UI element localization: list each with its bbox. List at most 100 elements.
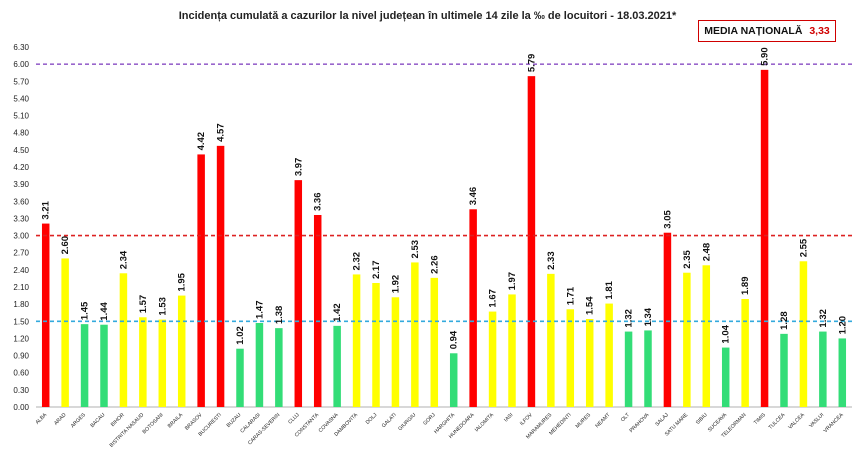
y-tick-label: 3.60 xyxy=(13,197,29,206)
y-tick-label: 0.30 xyxy=(13,386,29,395)
y-tick-label: 4.50 xyxy=(13,146,29,155)
national-average-label: MEDIA NAȚIONALĂ xyxy=(704,25,803,37)
bar xyxy=(527,76,536,408)
value-label: 1.92 xyxy=(390,275,401,294)
bar xyxy=(158,319,167,407)
y-tick-label: 5.70 xyxy=(13,77,29,86)
y-tick-label: 5.10 xyxy=(13,112,29,121)
bar xyxy=(605,303,613,407)
value-label: 5.90 xyxy=(760,47,771,66)
value-label: 3.36 xyxy=(313,193,324,212)
bar xyxy=(449,353,458,407)
category-label: BRAILA xyxy=(167,412,185,430)
value-label: 1.32 xyxy=(818,309,829,328)
category-label: SIBIU xyxy=(695,412,709,426)
category-label: TIMIS xyxy=(753,412,767,426)
y-tick-label: 4.80 xyxy=(13,129,29,138)
value-label: 0.94 xyxy=(449,330,460,349)
value-label: 4.57 xyxy=(216,123,227,142)
bar xyxy=(780,333,788,407)
y-tick-label: 6.30 xyxy=(13,43,29,52)
category-label: PRAHOVA xyxy=(629,412,651,434)
category-label: IASI xyxy=(503,412,514,423)
y-tick-label: 1.80 xyxy=(13,300,29,309)
bar xyxy=(139,317,147,407)
category-label: ALBA xyxy=(35,412,49,426)
value-label: 1.28 xyxy=(779,311,790,330)
bar xyxy=(585,319,594,407)
bar xyxy=(702,265,711,407)
bar xyxy=(838,338,847,407)
national-average-value: 3,33 xyxy=(809,25,830,37)
bar xyxy=(488,311,497,407)
y-tick-label: 3.00 xyxy=(13,232,29,241)
bars xyxy=(41,69,847,408)
bar xyxy=(197,154,205,407)
value-label: 1.81 xyxy=(604,280,615,299)
category-label: VASLUI xyxy=(808,412,825,429)
bar xyxy=(566,309,575,407)
bar xyxy=(216,145,225,407)
value-label: 2.35 xyxy=(682,250,693,269)
value-label: 1.20 xyxy=(837,316,848,335)
bar xyxy=(313,215,322,407)
bar xyxy=(41,223,50,407)
category-label: MURES xyxy=(575,412,593,430)
category-label: IALOMITA xyxy=(474,412,495,433)
category-label: BISTRITA NASAUD xyxy=(109,412,146,449)
y-tick-label: 4.20 xyxy=(13,163,29,172)
value-label: 2.55 xyxy=(798,238,809,257)
value-label: 2.34 xyxy=(118,250,129,269)
bar xyxy=(819,331,827,407)
value-label: 2.48 xyxy=(701,243,712,262)
y-tick-label: 2.70 xyxy=(13,249,29,258)
value-label: 2.53 xyxy=(410,240,421,259)
value-label: 1.45 xyxy=(80,301,91,320)
value-label: 1.34 xyxy=(643,307,654,326)
y-tick-label: 1.50 xyxy=(13,317,29,326)
value-label: 1.04 xyxy=(721,324,732,343)
value-label: 1.53 xyxy=(157,297,168,316)
category-label: CLUJ xyxy=(287,412,301,426)
value-labels: 3.21 2.60 1.45 1.44 2.34 1.57 1.53 1.95 4.42 4.57… xyxy=(41,47,849,349)
category-label: ILFOV xyxy=(519,412,534,427)
category-label: GORJ xyxy=(422,412,437,427)
y-tick-label: 3.90 xyxy=(13,180,29,189)
category-label: BIHOR xyxy=(110,412,126,428)
bar xyxy=(61,258,69,407)
y-tick-label: 1.20 xyxy=(13,334,29,343)
bar xyxy=(255,323,264,407)
category-label: ARGES xyxy=(70,412,87,429)
value-label: 1.47 xyxy=(254,301,265,320)
category-label: VALCEA xyxy=(787,412,806,431)
value-label: 1.71 xyxy=(565,286,576,305)
bar xyxy=(663,232,672,407)
bar xyxy=(236,348,244,407)
bar xyxy=(391,297,400,407)
value-label: 3.05 xyxy=(662,210,673,229)
category-label: DOLJ xyxy=(365,412,379,426)
bar xyxy=(508,294,516,407)
y-tick-label: 2.40 xyxy=(13,266,29,275)
bar xyxy=(469,209,477,407)
value-label: 2.17 xyxy=(371,261,382,280)
y-tick-label: 6.00 xyxy=(13,60,29,69)
bar xyxy=(411,262,419,407)
category-label: BUZAU xyxy=(226,412,243,429)
category-label: TULCEA xyxy=(768,412,787,431)
reference-lines xyxy=(36,63,852,323)
value-label: 1.89 xyxy=(740,277,751,296)
bar xyxy=(177,295,186,407)
category-label: BACAU xyxy=(90,412,107,429)
chart-title: Incidența cumulată a cazurilor la nivel … xyxy=(178,10,677,22)
bar xyxy=(799,261,808,407)
value-label: 3.21 xyxy=(41,200,52,219)
bar xyxy=(80,324,89,407)
y-axis: 0.00 0.30 0.60 0.90 1.20 1.50 1.80 2.10 2.40 2.70… xyxy=(13,43,852,412)
value-label: 1.57 xyxy=(138,295,149,314)
bar xyxy=(760,69,769,407)
y-tick-label: 0.00 xyxy=(13,403,29,412)
bar xyxy=(100,324,108,407)
category-label: OLT xyxy=(620,412,632,424)
